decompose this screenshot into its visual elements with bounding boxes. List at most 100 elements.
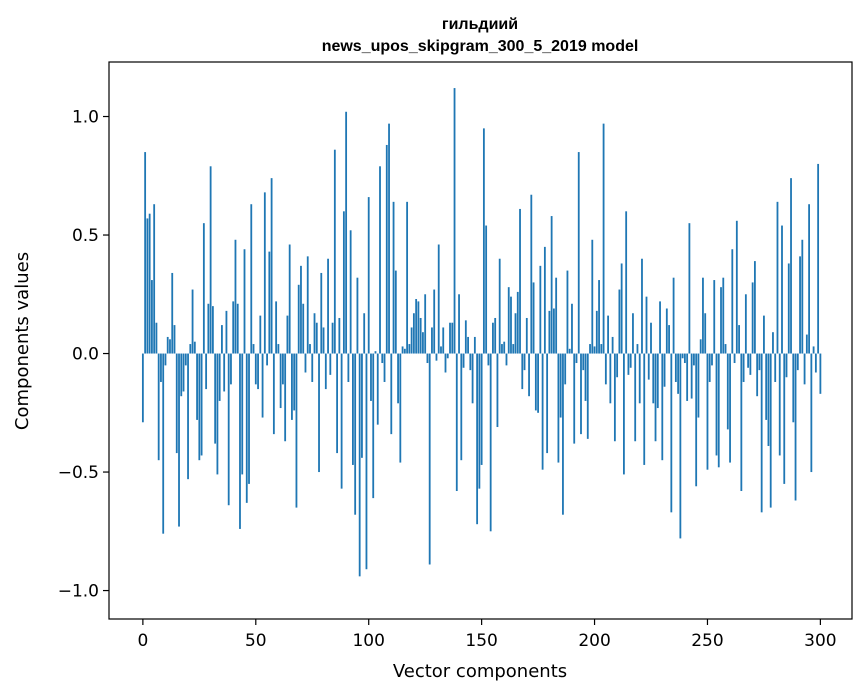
- bar: [796, 353, 799, 371]
- bar: [787, 263, 790, 354]
- bar: [259, 315, 262, 354]
- bar: [726, 353, 729, 430]
- bar: [424, 294, 427, 354]
- bar: [756, 353, 759, 397]
- bar: [670, 353, 673, 513]
- bar: [564, 353, 567, 385]
- bar: [643, 353, 646, 465]
- bar: [153, 204, 156, 354]
- bar: [625, 211, 628, 354]
- bar: [586, 353, 589, 439]
- bar: [336, 353, 338, 454]
- bar: [403, 348, 406, 354]
- bar: [607, 315, 609, 354]
- bar: [753, 261, 756, 354]
- bar: [331, 322, 334, 354]
- bar: [302, 303, 305, 354]
- bar: [464, 320, 467, 354]
- bar: [261, 353, 264, 418]
- bar: [503, 341, 506, 354]
- bar: [216, 353, 219, 475]
- bar: [819, 353, 822, 394]
- bar: [162, 353, 165, 534]
- bar: [374, 351, 377, 354]
- bar: [469, 353, 472, 371]
- bar: [442, 327, 445, 354]
- bar: [812, 346, 815, 354]
- bar: [315, 322, 318, 354]
- bar: [584, 353, 587, 401]
- x-tick-label: 250: [691, 631, 723, 651]
- bar: [211, 306, 214, 354]
- chart-subtitle: news_upos_skipgram_300_5_2019 model: [322, 38, 639, 55]
- bar: [659, 301, 661, 354]
- bar: [257, 353, 259, 390]
- bar: [623, 353, 625, 475]
- bar: [713, 280, 716, 354]
- bar: [686, 353, 689, 401]
- bar: [480, 353, 483, 465]
- bar: [722, 277, 725, 354]
- bar: [778, 353, 781, 456]
- bar: [166, 336, 169, 354]
- y-tick-label: 1.0: [72, 108, 99, 128]
- bar: [392, 201, 395, 354]
- bar: [268, 251, 271, 354]
- bar: [747, 353, 750, 368]
- bar: [641, 258, 643, 354]
- bar: [582, 353, 585, 371]
- y-tick-label: 0.5: [72, 226, 99, 246]
- bar: [505, 353, 508, 366]
- bar: [769, 353, 772, 508]
- bar: [794, 353, 797, 501]
- bar: [765, 353, 768, 420]
- bar: [146, 218, 149, 354]
- bar: [388, 123, 390, 354]
- bar: [155, 322, 158, 354]
- bar: [333, 149, 336, 354]
- bar: [431, 327, 433, 354]
- bar: [327, 258, 329, 354]
- bar: [476, 353, 479, 525]
- bar: [379, 166, 381, 354]
- bar: [539, 265, 542, 354]
- bar: [801, 239, 804, 354]
- bar: [422, 332, 424, 354]
- y-axis-ticks: 1.0 0.5 0.0 −0.5 −1.0: [58, 108, 109, 602]
- bar: [661, 353, 664, 461]
- bar: [347, 353, 350, 382]
- bar: [151, 280, 153, 354]
- bar: [361, 353, 363, 458]
- bar: [492, 322, 494, 354]
- bar: [618, 289, 621, 354]
- bar: [656, 353, 659, 409]
- bar: [352, 353, 354, 465]
- bar: [471, 353, 474, 404]
- bar: [731, 249, 734, 354]
- bar: [458, 294, 460, 354]
- bar: [180, 353, 183, 397]
- bar: [478, 353, 481, 489]
- bar: [485, 225, 488, 354]
- bar: [552, 308, 555, 354]
- bar: [202, 223, 205, 354]
- bar: [562, 353, 564, 515]
- bar: [218, 353, 221, 401]
- bar: [528, 353, 530, 397]
- x-tick-label: 50: [245, 631, 267, 651]
- bar: [650, 322, 652, 354]
- bar: [760, 353, 763, 513]
- bar: [510, 296, 512, 354]
- bar: [313, 313, 316, 354]
- bar: [232, 301, 235, 354]
- x-tick-label: 150: [465, 631, 497, 651]
- bar: [196, 353, 198, 420]
- bar: [604, 353, 607, 385]
- bar: [557, 353, 560, 463]
- bar: [345, 111, 348, 354]
- bar: [401, 346, 404, 354]
- bar: [514, 313, 517, 354]
- bar: [672, 277, 675, 354]
- bar: [790, 178, 792, 354]
- bar: [272, 353, 275, 435]
